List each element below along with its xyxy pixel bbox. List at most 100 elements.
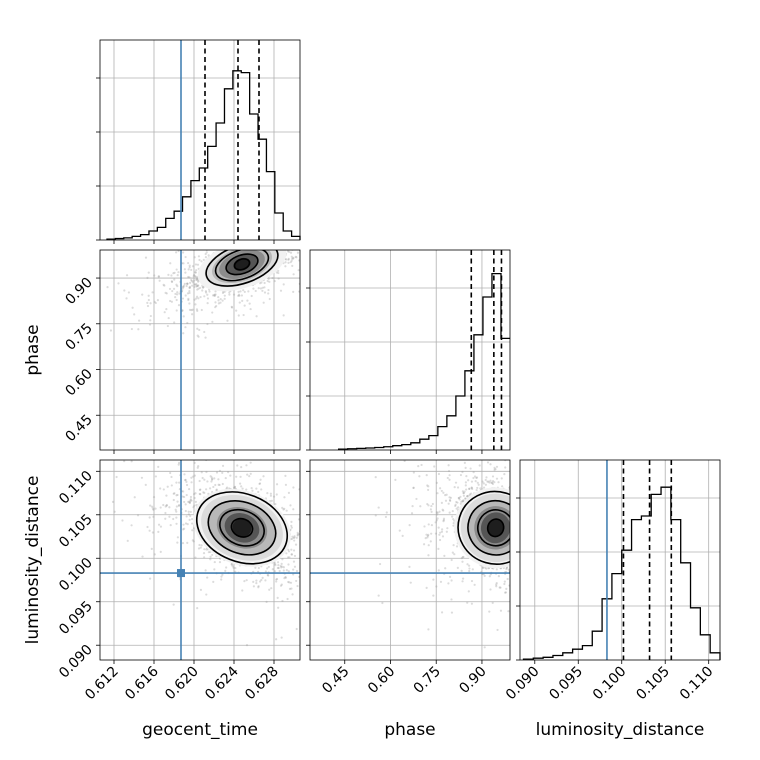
sample-point (512, 519, 514, 521)
sample-point (195, 282, 198, 286)
sample-point (243, 242, 245, 244)
sample-point (517, 546, 519, 548)
sample-point (109, 329, 113, 332)
sample-point (561, 581, 563, 583)
sample-point (271, 230, 273, 232)
sample-point (185, 480, 188, 483)
sample-point (241, 245, 243, 247)
sample-point (193, 256, 196, 259)
sample-point (356, 525, 358, 527)
sample-point (221, 471, 224, 475)
sample-point (245, 644, 249, 647)
sample-point (186, 292, 190, 295)
sample-point (152, 508, 155, 511)
y-tick-label-luminosity_distance: 0.105 (56, 511, 96, 551)
sample-point (226, 243, 228, 245)
sample-point (338, 578, 340, 580)
y-tick-label-phase: 0.45 (62, 412, 95, 445)
sample-point (268, 224, 270, 226)
sample-point (557, 542, 559, 544)
sample-point (193, 273, 196, 277)
sample-point (303, 525, 305, 527)
sample-point (566, 521, 568, 523)
sample-point (450, 558, 453, 562)
sample-point (282, 283, 285, 286)
sample-point (545, 608, 547, 610)
sample-point (186, 282, 189, 285)
sample-point (562, 596, 564, 598)
sample-point (528, 536, 530, 538)
sample-point (285, 552, 288, 555)
sample-point (148, 529, 151, 532)
sample-point (516, 523, 518, 525)
sample-point (281, 247, 283, 249)
sample-point (527, 526, 529, 528)
sample-point (281, 506, 284, 509)
sample-point (430, 504, 433, 508)
sample-point (529, 610, 531, 612)
sample-point (312, 547, 314, 549)
sample-point (525, 533, 527, 535)
sample-point (441, 528, 444, 531)
sample-point (277, 271, 280, 275)
sample-point (527, 637, 529, 639)
sample-point (535, 576, 537, 578)
sample-point (525, 550, 527, 552)
sample-point (278, 569, 281, 573)
sample-point (250, 241, 252, 243)
sample-point (221, 291, 225, 295)
sample-point (175, 494, 178, 497)
sample-point (188, 308, 192, 311)
sample-point (170, 300, 173, 303)
sample-point (259, 287, 262, 290)
sample-point (292, 536, 295, 540)
sample-point (567, 569, 569, 571)
sample-point (487, 419, 489, 421)
sample-point (426, 534, 430, 537)
sample-point (520, 578, 522, 580)
sample-point (211, 477, 214, 480)
sample-point (448, 478, 451, 481)
sample-point (283, 496, 286, 499)
sample-point (164, 511, 167, 515)
y-axis-label-luminosity-distance: luminosity_distance (23, 476, 43, 645)
sample-point (175, 505, 178, 508)
sample-point (265, 232, 267, 234)
sample-point (187, 411, 189, 413)
sample-point (539, 579, 541, 581)
sample-point (505, 567, 508, 571)
sample-point (203, 295, 206, 298)
sample-point (188, 302, 191, 305)
sample-point (432, 594, 435, 597)
sample-point (231, 242, 233, 244)
sample-point (459, 473, 463, 477)
sample-point (567, 546, 569, 548)
sample-point (408, 565, 411, 568)
sample-point (250, 246, 252, 248)
sample-point (221, 299, 224, 302)
sample-point (330, 537, 332, 539)
sample-point (521, 591, 523, 593)
sample-point (227, 242, 229, 244)
sample-point (517, 543, 519, 545)
sample-point (525, 540, 527, 542)
sample-point (481, 566, 484, 569)
x-tick-label-geocent_time: 0.616 (122, 663, 162, 703)
sample-point (245, 246, 247, 248)
sample-point (230, 245, 232, 247)
sample-point (511, 543, 513, 545)
sample-point (535, 470, 537, 472)
sample-point (445, 530, 448, 533)
sample-point (125, 297, 128, 300)
sample-point (188, 518, 191, 521)
sample-point (515, 488, 517, 490)
sample-point (524, 543, 526, 545)
sample-point (513, 473, 515, 475)
sample-point (503, 582, 506, 586)
sample-point (232, 486, 236, 489)
sample-point (527, 539, 529, 541)
sample-point (269, 246, 271, 248)
sample-point (182, 262, 185, 265)
sample-point (238, 294, 241, 297)
sample-point (436, 511, 439, 515)
